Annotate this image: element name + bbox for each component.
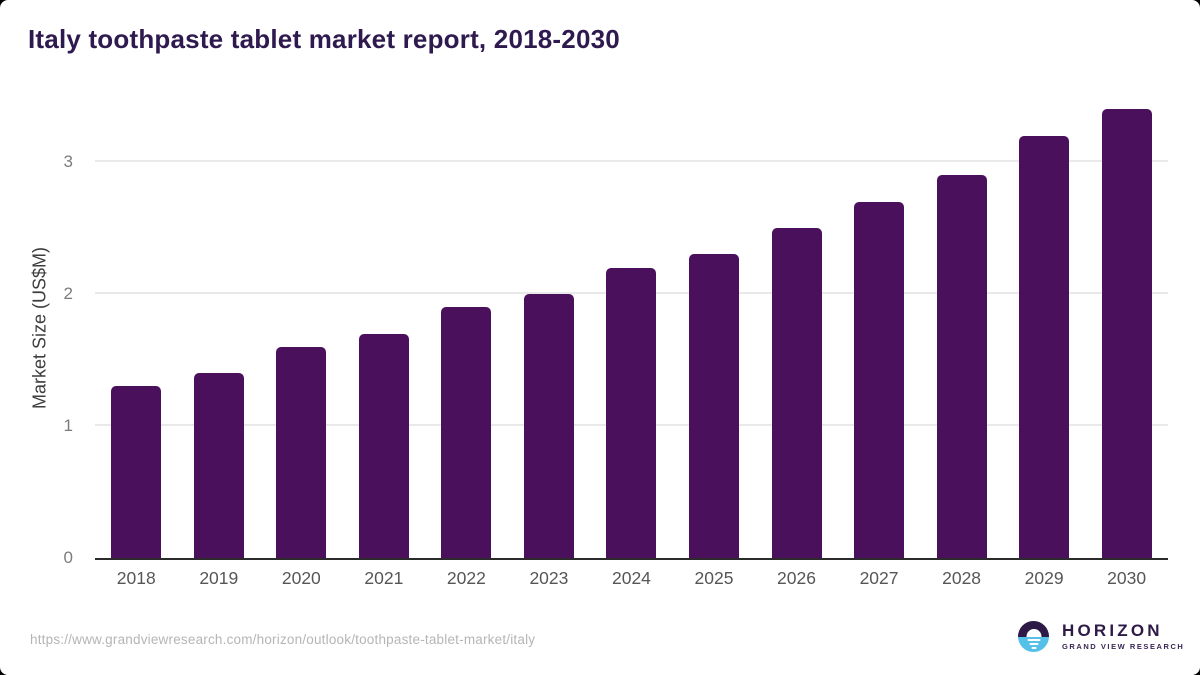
bar-column bbox=[425, 100, 508, 558]
gridline bbox=[95, 160, 1168, 163]
bar-column bbox=[673, 100, 756, 558]
x-axis-label: 2020 bbox=[281, 568, 321, 588]
bar-column bbox=[838, 100, 921, 558]
x-axis-label: 2023 bbox=[529, 568, 569, 588]
bar-2019 bbox=[193, 373, 244, 558]
x-axis-labels: 2018 2019 2020 2021 2022 2023 2024 2025 2026 2027… bbox=[95, 568, 1168, 589]
x-axis-label: 2024 bbox=[611, 568, 651, 588]
bar-2026 bbox=[771, 228, 822, 558]
bar-column bbox=[920, 100, 1003, 558]
horizon-logo: HORIZON GRAND VIEW RESEARCH bbox=[1018, 621, 1184, 652]
sun-icon bbox=[1026, 629, 1041, 638]
y-axis-tick: 2 bbox=[63, 284, 73, 304]
logo-subtitle: GRAND VIEW RESEARCH bbox=[1062, 642, 1185, 651]
bar-column bbox=[508, 100, 591, 558]
x-axis-label: 2027 bbox=[859, 568, 899, 588]
y-axis-tick: 0 bbox=[63, 548, 73, 567]
bar-column bbox=[590, 100, 673, 558]
plot-area bbox=[95, 100, 1168, 560]
x-axis-label: 2029 bbox=[1024, 568, 1064, 588]
bar-2027 bbox=[854, 201, 905, 558]
logo-text: HORIZON GRAND VIEW RESEARCH bbox=[1062, 622, 1184, 651]
bar-column bbox=[755, 100, 838, 558]
x-axis-label: 2021 bbox=[364, 568, 404, 588]
y-axis-tick: 1 bbox=[63, 416, 73, 436]
x-axis-label: 2018 bbox=[116, 568, 156, 588]
bar-column bbox=[1085, 100, 1168, 558]
x-axis-label: 2030 bbox=[1107, 568, 1147, 588]
chart-title: Italy toothpaste tablet market report, 2… bbox=[28, 24, 620, 54]
bar-column bbox=[1003, 100, 1086, 558]
x-axis-label: 2025 bbox=[694, 568, 734, 588]
bar-column bbox=[178, 100, 261, 558]
source-url: https://www.grandviewresearch.com/horizo… bbox=[30, 632, 536, 647]
bar-2024 bbox=[606, 267, 657, 558]
x-axis-label: 2022 bbox=[446, 568, 486, 588]
bar-column bbox=[343, 100, 426, 558]
bar-column bbox=[260, 100, 343, 558]
bar-2025 bbox=[688, 254, 739, 558]
y-axis-ticks: 0 1 2 3 bbox=[0, 100, 80, 567]
horizon-logo-icon bbox=[1018, 621, 1049, 652]
bar-2023 bbox=[523, 294, 574, 558]
bar-2018 bbox=[111, 386, 162, 558]
bar-2028 bbox=[936, 175, 987, 558]
x-axis-label: 2026 bbox=[777, 568, 816, 588]
bar-2021 bbox=[358, 333, 409, 558]
x-axis-label: 2019 bbox=[199, 568, 239, 588]
bar-2030 bbox=[1101, 109, 1152, 558]
bar-2022 bbox=[441, 307, 492, 558]
x-axis-label: 2028 bbox=[942, 568, 982, 588]
y-axis-tick: 3 bbox=[63, 152, 73, 172]
bar-column bbox=[95, 100, 178, 558]
bar-2020 bbox=[276, 346, 327, 558]
bar-2029 bbox=[1019, 135, 1070, 558]
logo-name: HORIZON bbox=[1062, 621, 1163, 640]
bar-series bbox=[95, 100, 1168, 558]
